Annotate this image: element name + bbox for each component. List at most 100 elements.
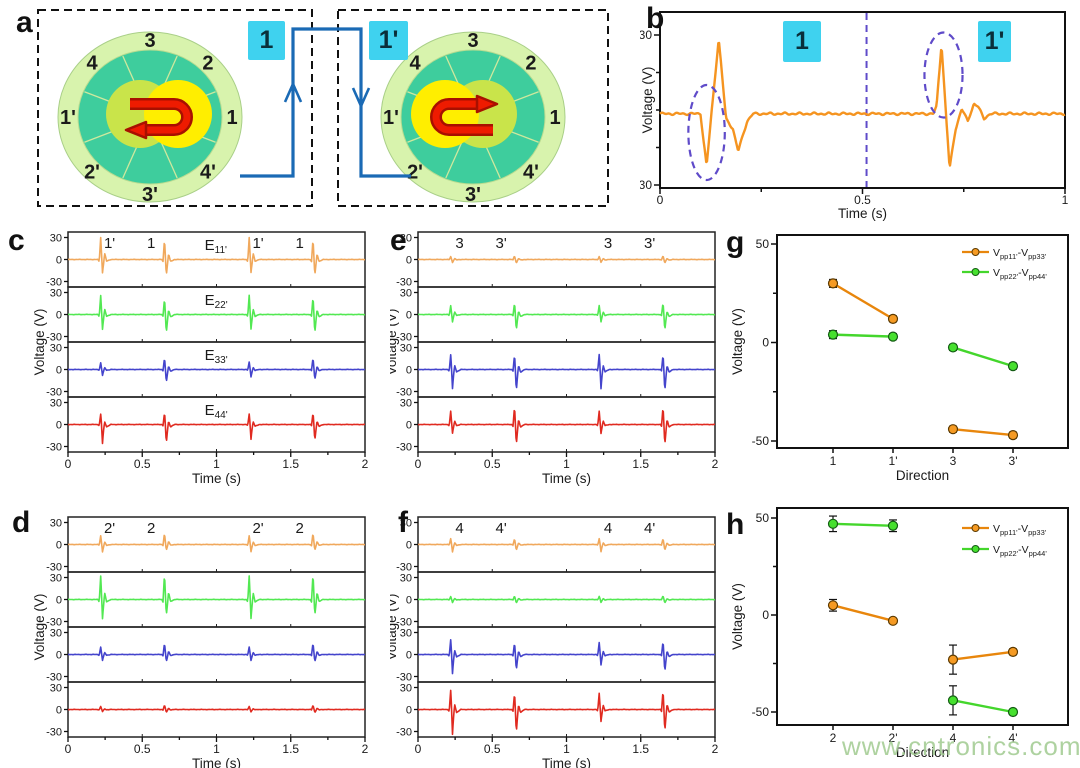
svg-text:0: 0 bbox=[406, 705, 412, 717]
svg-text:30: 30 bbox=[50, 628, 62, 640]
trace-label: E33' bbox=[205, 347, 228, 366]
legend-entry: Vpp22'-Vpp44' bbox=[993, 544, 1047, 558]
voltage-trace-row1 bbox=[417, 537, 716, 553]
voltage-trace-row1 bbox=[67, 534, 366, 553]
svg-text:2': 2' bbox=[889, 731, 898, 745]
svg-text:Direction: Direction bbox=[896, 468, 949, 483]
svg-text:2: 2 bbox=[362, 742, 369, 756]
data-point bbox=[827, 518, 839, 529]
svg-text:0: 0 bbox=[56, 310, 62, 322]
svg-text:0: 0 bbox=[56, 420, 62, 432]
voltage-trace bbox=[659, 41, 1066, 167]
svg-text:-50: -50 bbox=[752, 434, 770, 448]
svg-text:-30: -30 bbox=[396, 562, 412, 574]
data-point bbox=[947, 424, 959, 435]
svg-text:-30: -30 bbox=[396, 332, 412, 344]
arrow-down-icon bbox=[351, 87, 371, 110]
event-label: 4' bbox=[644, 520, 655, 537]
rotation-arrow-icon bbox=[124, 98, 193, 140]
svg-text:-30: -30 bbox=[46, 672, 62, 684]
svg-text:0: 0 bbox=[415, 742, 422, 756]
svg-text:0: 0 bbox=[406, 255, 412, 267]
event-label: 3' bbox=[644, 235, 655, 252]
svg-text:2': 2' bbox=[84, 161, 100, 183]
svg-text:2': 2' bbox=[407, 161, 423, 183]
svg-text:50: 50 bbox=[756, 237, 770, 251]
voltage-trace-row3 bbox=[67, 644, 366, 662]
svg-text:0.5: 0.5 bbox=[134, 742, 151, 756]
svg-text:3: 3 bbox=[950, 454, 957, 468]
svg-text:0: 0 bbox=[406, 540, 412, 552]
svg-text:30: 30 bbox=[50, 683, 62, 695]
voltage-trace-row2 bbox=[67, 575, 366, 620]
svg-text:4: 4 bbox=[950, 731, 957, 745]
svg-text:0: 0 bbox=[56, 540, 62, 552]
svg-text:Voltage (V): Voltage (V) bbox=[640, 67, 655, 134]
event-label: 4 bbox=[455, 520, 463, 537]
svg-text:-30: -30 bbox=[46, 617, 62, 629]
dashed-box-right bbox=[337, 9, 609, 207]
panel-label-d: d bbox=[12, 506, 31, 539]
svg-text:-30: -30 bbox=[396, 727, 412, 739]
voltage-trace-row4 bbox=[417, 409, 716, 443]
watermark: www.cntronics.com bbox=[842, 731, 1080, 761]
svg-text:Voltage (V): Voltage (V) bbox=[390, 309, 399, 376]
svg-text:30: 30 bbox=[50, 233, 62, 245]
highlight-ellipse bbox=[687, 83, 726, 182]
data-point bbox=[827, 600, 839, 611]
svg-text:1: 1 bbox=[1062, 193, 1069, 207]
voltage-trace-row3 bbox=[417, 638, 716, 675]
svg-text:-30: -30 bbox=[396, 617, 412, 629]
svg-text:1: 1 bbox=[213, 457, 220, 471]
panel-label-f: f bbox=[398, 506, 408, 539]
rotation-arrow-icon bbox=[430, 94, 499, 136]
panel-h-chart: 50 0 -50 2 2' 4 4' Direction Voltage (V) Vpp11'-V… bbox=[730, 507, 1069, 760]
panel-g-chart: 50 0 -50 1 1' 3 3' Direction Voltage (V) Vpp11'-V… bbox=[730, 234, 1069, 483]
pulse-state-1p-badge: 1' bbox=[369, 21, 408, 60]
panel-label-e: e bbox=[390, 224, 407, 257]
highlight-ellipse bbox=[923, 31, 964, 119]
svg-text:Time (s): Time (s) bbox=[542, 756, 591, 768]
event-label: 4 bbox=[604, 520, 612, 537]
svg-text:-30: -30 bbox=[396, 672, 412, 684]
data-point bbox=[1007, 706, 1019, 718]
legend-entry: Vpp22'-Vpp44' bbox=[993, 267, 1047, 281]
svg-text:1: 1 bbox=[563, 742, 570, 756]
svg-text:1: 1 bbox=[830, 454, 837, 468]
legend-entry: Vpp11'-Vpp33' bbox=[993, 247, 1047, 261]
svg-text:30: 30 bbox=[50, 343, 62, 355]
svg-text:0: 0 bbox=[56, 595, 62, 607]
event-label: 2' bbox=[104, 520, 115, 537]
voltage-trace-row3 bbox=[417, 353, 716, 390]
svg-text:1.5: 1.5 bbox=[282, 742, 299, 756]
svg-text:-30: -30 bbox=[396, 387, 412, 399]
svg-text:30: 30 bbox=[400, 518, 412, 530]
svg-text:2: 2 bbox=[202, 53, 213, 75]
svg-text:4': 4' bbox=[523, 161, 539, 183]
panel-label-c: c bbox=[8, 224, 25, 257]
data-point bbox=[947, 654, 959, 665]
event-label: 4' bbox=[496, 520, 507, 537]
svg-text:30: 30 bbox=[400, 233, 412, 245]
svg-text:0: 0 bbox=[657, 193, 664, 207]
legend-entry: Vpp11'-Vpp33' bbox=[993, 523, 1047, 537]
svg-text:30: 30 bbox=[640, 28, 652, 42]
svg-text:-30: -30 bbox=[46, 277, 62, 289]
svg-text:3': 3' bbox=[142, 184, 158, 206]
chart-b-region-1-badge: 1 bbox=[783, 21, 821, 62]
svg-text:30: 30 bbox=[50, 573, 62, 585]
svg-text:4: 4 bbox=[409, 53, 421, 75]
voltage-trace-row4 bbox=[67, 413, 366, 445]
voltage-trace-row2 bbox=[417, 595, 716, 604]
svg-text:4': 4' bbox=[200, 161, 216, 183]
event-label: 2' bbox=[252, 520, 263, 537]
svg-text:Voltage (V): Voltage (V) bbox=[730, 308, 745, 375]
svg-text:0.5: 0.5 bbox=[484, 457, 501, 471]
event-label: 2 bbox=[147, 520, 155, 537]
data-point bbox=[1007, 361, 1019, 372]
svg-text:30: 30 bbox=[400, 398, 412, 410]
svg-text:3: 3 bbox=[467, 30, 478, 52]
panel-label-h: h bbox=[726, 508, 745, 541]
